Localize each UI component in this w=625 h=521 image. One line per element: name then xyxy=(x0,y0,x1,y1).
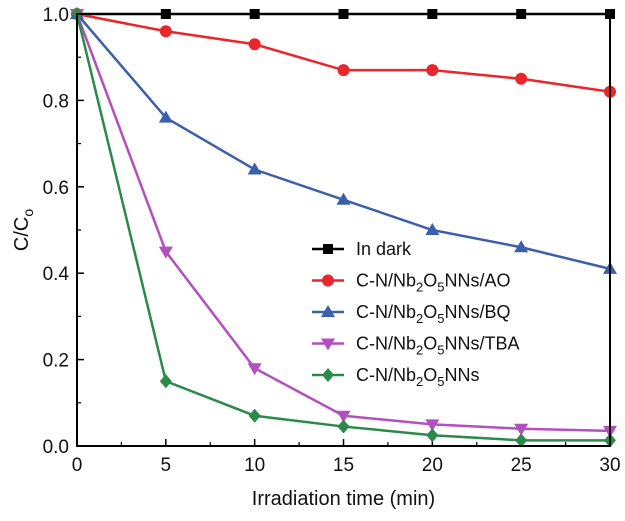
legend-label: C-N/Nb2O5NNs xyxy=(356,365,480,389)
legend-item: In dark xyxy=(312,239,412,259)
data-point xyxy=(247,162,262,175)
series-4 xyxy=(71,7,616,448)
y-tick-label: 0.2 xyxy=(43,351,69,372)
data-point xyxy=(514,423,529,436)
y-axis-ticks: 0.0 0.2 0.4 0.6 0.8 1.0 xyxy=(43,5,84,458)
y-tick-label: 0.0 xyxy=(43,437,69,458)
x-tick-label: 20 xyxy=(422,455,443,476)
legend-swatch-marker xyxy=(321,338,335,351)
series-2 xyxy=(70,7,617,274)
y-axis-title-subscript: o xyxy=(20,209,36,217)
y-tick-label: 1.0 xyxy=(43,5,69,26)
data-point xyxy=(158,246,173,259)
data-point xyxy=(425,223,440,235)
data-point xyxy=(336,410,351,423)
data-point xyxy=(337,64,350,77)
y-tick-label: 0.4 xyxy=(43,264,70,285)
legend-swatch-marker xyxy=(322,368,334,382)
x-tick-label: 15 xyxy=(333,455,354,476)
x-tick-label: 5 xyxy=(161,455,172,476)
data-point xyxy=(426,64,439,77)
legend-label: C-N/Nb2O5NNs/BQ xyxy=(356,302,511,326)
y-axis-title: C/Co xyxy=(11,209,36,251)
legend-swatch-marker xyxy=(322,274,334,287)
y-tick-label: 0.8 xyxy=(43,91,69,112)
series-line xyxy=(76,12,611,93)
data-point xyxy=(159,374,172,389)
data-point xyxy=(425,419,440,432)
data-point xyxy=(158,110,173,123)
data-point xyxy=(248,408,261,423)
legend-swatch-marker xyxy=(321,305,335,317)
data-point xyxy=(515,433,528,448)
series-layer xyxy=(70,7,617,448)
legend-label: C-N/Nb2O5NNs/AO xyxy=(356,271,511,295)
legend-item: C-N/Nb2O5NNs/AO xyxy=(312,271,511,295)
legend-item: C-N/Nb2O5NNs xyxy=(312,365,480,389)
data-point xyxy=(247,363,262,376)
legend: In dark C-N/Nb2O5NNs/AO C-N/Nb2O5NNs/BQ C-N… xyxy=(312,239,520,389)
x-tick-label: 0 xyxy=(72,455,83,476)
x-tick-label: 25 xyxy=(511,455,532,476)
x-tick-label: 30 xyxy=(599,455,620,476)
data-point xyxy=(248,38,261,51)
data-point xyxy=(514,240,529,253)
legend-item: C-N/Nb2O5NNs/BQ xyxy=(312,302,511,326)
legend-label: C-N/Nb2O5NNs/TBA xyxy=(356,334,520,358)
data-point xyxy=(337,419,350,434)
data-point xyxy=(159,25,172,38)
x-tick-label: 10 xyxy=(244,455,265,476)
plot-frame xyxy=(76,13,611,447)
legend-label: In dark xyxy=(356,239,412,259)
y-axis-title-main: C/C xyxy=(11,217,33,251)
legend-swatch-marker xyxy=(323,244,333,254)
legend-item: C-N/Nb2O5NNs/TBA xyxy=(312,334,520,358)
data-point xyxy=(336,192,351,205)
y-tick-label: 0.6 xyxy=(43,178,69,199)
data-point xyxy=(515,72,528,85)
series-line xyxy=(75,13,611,433)
x-axis-title: Irradiation time (min) xyxy=(252,488,435,510)
data-point xyxy=(426,428,439,443)
x-axis-ticks: 0 5 10 15 20 25 30 xyxy=(72,439,621,476)
series-1 xyxy=(71,8,616,98)
